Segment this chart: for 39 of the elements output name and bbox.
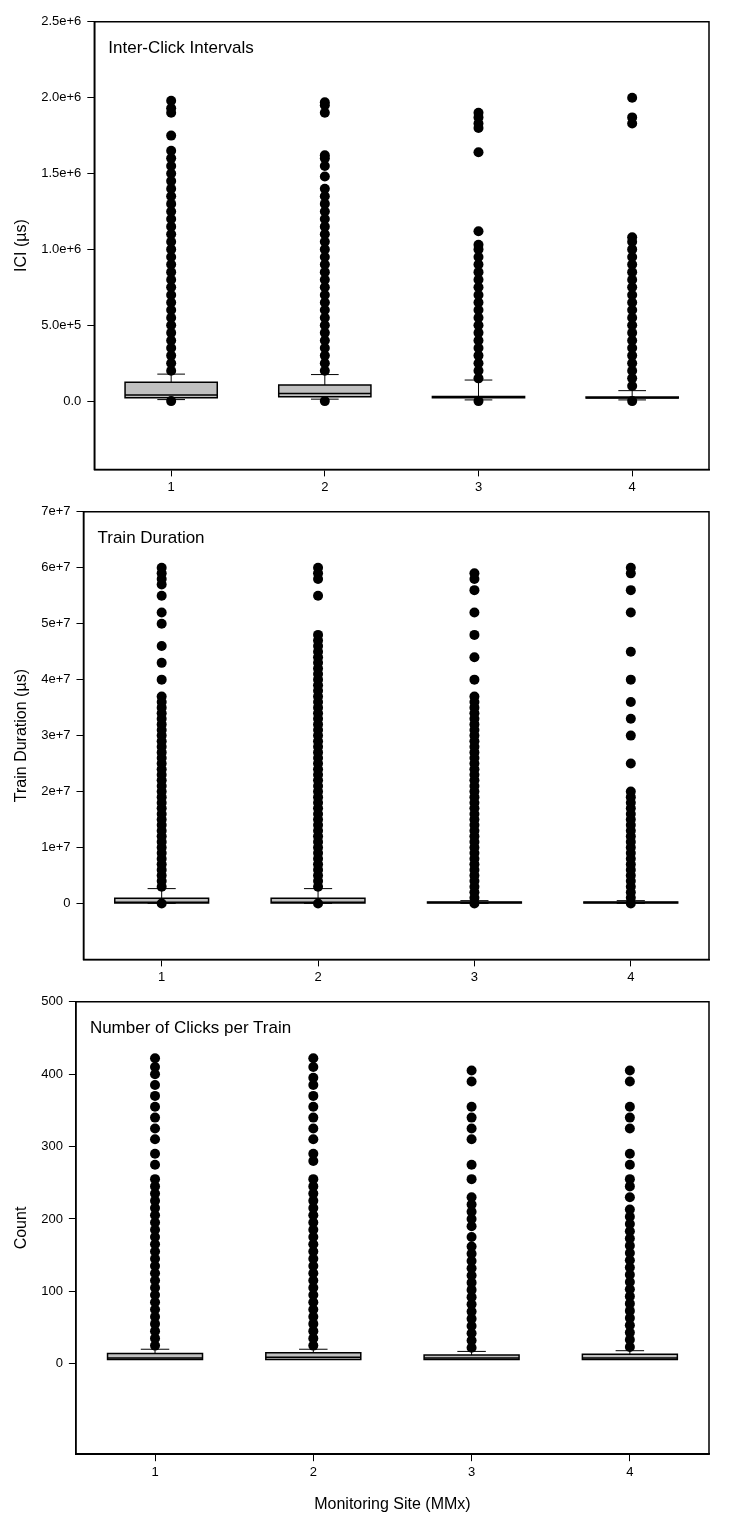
x-tick-label: 3 xyxy=(474,478,483,494)
x-tick-label: 2 xyxy=(321,478,329,494)
x-tick-label: 4 xyxy=(627,968,635,984)
y-tick-label: 2.0e+6 xyxy=(41,89,82,105)
y-tick-label: 0.0 xyxy=(63,392,82,408)
y-tick-label: 3e+7 xyxy=(41,727,71,743)
y-tick-label: 0 xyxy=(55,1355,63,1371)
x-tick-label: 3 xyxy=(470,968,479,984)
y-tick-label: 5e+7 xyxy=(41,615,71,631)
text: Inter-Click Intervals xyxy=(108,37,254,57)
x-tick-label: 2 xyxy=(309,1463,317,1479)
text: Number of Clicks per Train xyxy=(89,1017,292,1037)
y-tick-label: 1.0e+6 xyxy=(41,240,82,256)
y-tick-label: 2e+7 xyxy=(41,783,71,799)
x-tick-label: 1 xyxy=(158,968,166,984)
y-tick-label: 400 xyxy=(41,1065,63,1081)
y-tick-label: 0 xyxy=(63,895,71,911)
y-tick-label: 2.5e+6 xyxy=(41,13,82,29)
text: Train Duration xyxy=(97,527,205,547)
y-tick-label: 200 xyxy=(41,1210,63,1226)
y-tick-label: 5.0e+5 xyxy=(41,316,82,332)
x-axis-title: Monitoring Site (MMx) xyxy=(314,1494,471,1512)
x-tick-label: 4 xyxy=(628,478,636,494)
y-tick-label: 500 xyxy=(41,993,63,1009)
y-tick-label: 4e+7 xyxy=(41,671,71,687)
y-tick-label: 6e+7 xyxy=(41,559,71,575)
y-tick-label: 1.5e+6 xyxy=(41,165,82,181)
y-tick-label: 1e+7 xyxy=(41,839,71,855)
x-tick-label: 4 xyxy=(626,1463,634,1479)
x-tick-label: 2 xyxy=(314,968,322,984)
y-axis-title: Count xyxy=(12,1206,30,1250)
x-tick-label: 3 xyxy=(467,1463,476,1479)
x-tick-label: 1 xyxy=(151,1463,159,1479)
y-tick-label: 300 xyxy=(41,1138,63,1154)
y-tick-label: 100 xyxy=(41,1282,63,1298)
y-axis-title: Train Duration (µs) xyxy=(12,669,30,803)
y-axis-title: ICI (µs) xyxy=(12,219,30,272)
y-tick-label: 7e+7 xyxy=(41,503,71,519)
x-tick-label: 1 xyxy=(167,478,175,494)
